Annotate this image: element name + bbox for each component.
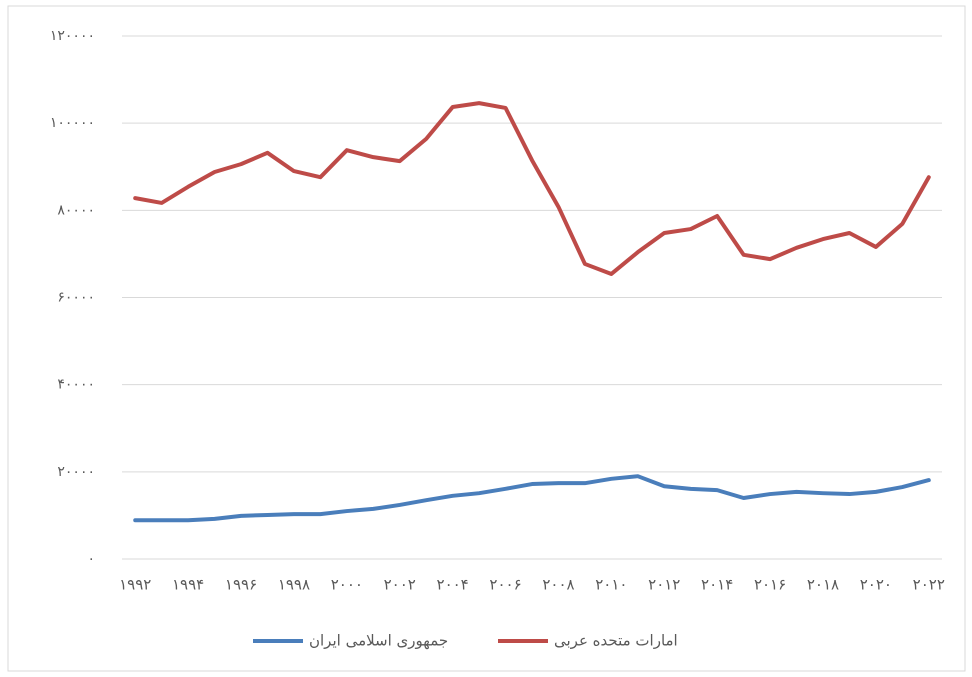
x-tick-label: ۲۰۰۰ [331, 576, 363, 594]
x-tick-label: ۲۰۲۲ [913, 576, 945, 594]
x-tick-label: ۲۰۱۸ [807, 576, 839, 594]
y-tick-label: ۰ [87, 551, 95, 567]
x-tick-label: ۲۰۱۲ [648, 576, 680, 594]
y-tick-label: ۶۰۰۰۰ [57, 290, 95, 306]
series-line [133, 101, 931, 276]
y-tick-label: ۸۰۰۰۰ [57, 202, 95, 218]
series-line [133, 474, 931, 523]
x-tick-label: ۲۰۱۴ [701, 576, 733, 594]
x-tick-label: ۲۰۰۴ [437, 576, 469, 594]
y-tick-label: ۱۲۰۰۰۰ [50, 28, 95, 44]
x-tick-label: ۱۹۹۴ [172, 576, 204, 594]
y-tick-label: ۱۰۰۰۰۰ [50, 115, 95, 131]
chart-border [7, 5, 966, 672]
y-tick-label: ۲۰۰۰۰ [57, 464, 95, 480]
y-tick-label: ۴۰۰۰۰ [57, 377, 95, 393]
x-tick-label: ۱۹۹۲ [119, 576, 151, 594]
x-tick-label: ۲۰۲۰ [860, 576, 892, 594]
x-tick-label: ۲۰۰۶ [489, 576, 521, 594]
x-tick-label: ۱۹۹۸ [278, 576, 310, 594]
x-tick-label: ۱۹۹۶ [225, 576, 257, 594]
legend-label: امارات متحده عربی [554, 632, 678, 650]
legend-label: جمهوری اسلامی ایران [309, 632, 448, 650]
x-tick-label: ۲۰۰۸ [542, 576, 574, 594]
x-tick-label: ۲۰۰۲ [384, 576, 416, 594]
x-tick-label: ۲۰۱۰ [595, 576, 627, 594]
x-tick-label: ۲۰۱۶ [754, 576, 786, 594]
